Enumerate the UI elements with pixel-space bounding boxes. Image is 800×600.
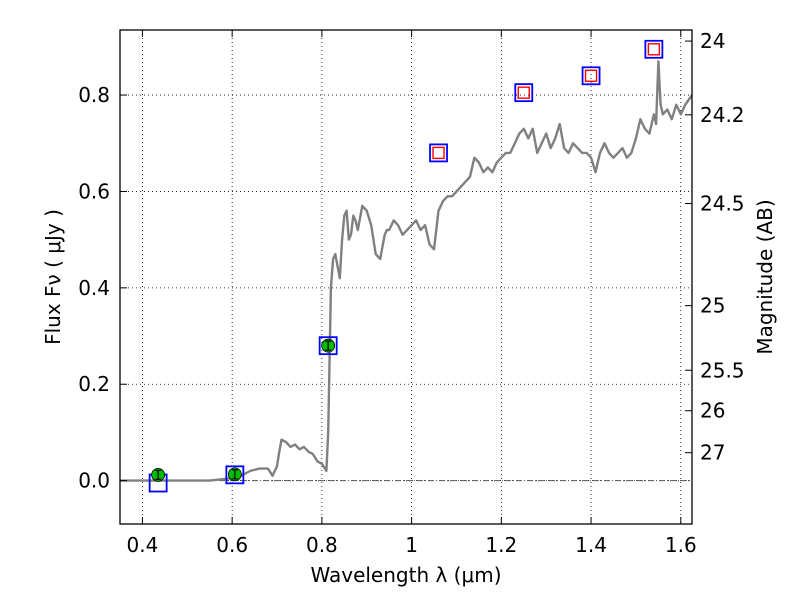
x-tick-label: 0.6	[216, 533, 248, 557]
right-axis-label: Magnitude (AB)	[753, 199, 777, 354]
model-flux-square	[429, 143, 448, 163]
model-flux-square	[581, 66, 601, 86]
spectrum-line	[120, 60, 693, 482]
photometry-markers	[148, 39, 664, 493]
x-tick-label: 1.6	[665, 533, 697, 557]
y-tick-label: 0.0	[78, 469, 110, 493]
model-flux-square	[514, 83, 534, 103]
right-tick-label: 27	[700, 441, 725, 465]
y-tick-label: 0.6	[78, 179, 110, 203]
y-tick-label: 0.4	[78, 276, 110, 300]
model-flux-square	[225, 465, 245, 485]
tick-labels: 0.4 0.6 0.8 1 1.2 1.4 1.6 0.0 0.2 0.4 0.6 0.8 24 24.2…	[78, 29, 744, 557]
x-tick-label: 1.2	[485, 533, 517, 557]
plot-frame	[119, 29, 693, 525]
x-tick-label: 1	[405, 533, 418, 557]
upper-limit-square	[517, 86, 530, 99]
right-tick-label: 26	[700, 399, 725, 423]
model-flux-square	[318, 336, 338, 356]
spectrum-series	[120, 60, 693, 482]
right-tick-label: 24	[700, 29, 725, 53]
right-tick-label: 25	[700, 294, 725, 318]
upper-limit-square	[432, 146, 445, 160]
y-axis-label: Flux Fν ( μJy )	[41, 209, 65, 345]
y-tick-label: 0.8	[78, 83, 110, 107]
upper-limit-square	[647, 43, 661, 56]
axis-ticks	[120, 30, 692, 524]
x-axis-label: Wavelength λ (μm)	[310, 563, 501, 587]
right-tick-label: 24.5	[700, 192, 745, 216]
x-tick-label: 1.4	[575, 533, 607, 557]
x-tick-label: 0.8	[306, 533, 338, 557]
y-tick-label: 0.2	[78, 372, 110, 396]
right-tick-label: 25.5	[700, 358, 745, 382]
upper-limit-square	[584, 69, 598, 82]
x-tick-label: 0.4	[127, 533, 159, 557]
model-flux-square	[644, 39, 664, 59]
right-tick-label: 24.2	[700, 103, 745, 127]
